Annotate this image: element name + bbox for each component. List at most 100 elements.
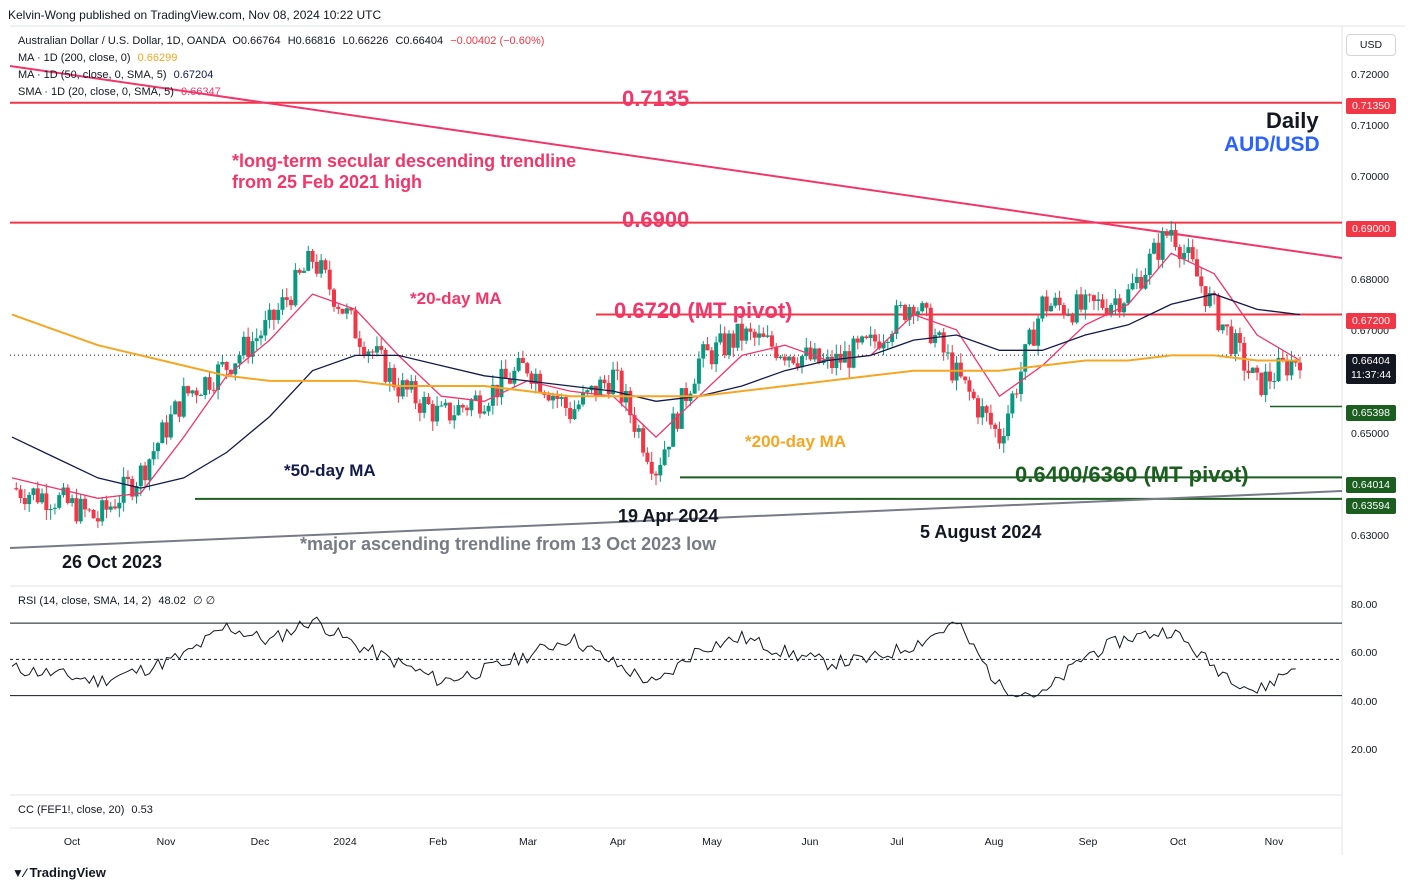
candle-body (559, 397, 564, 399)
candle-body (1229, 326, 1234, 354)
candle-body (224, 362, 229, 370)
candle-body (791, 356, 796, 364)
candle-body (933, 335, 938, 344)
candle-body (91, 509, 96, 519)
candle-body (177, 401, 182, 417)
candle-body (1160, 231, 1165, 260)
rsi-value: 48.02 (158, 595, 186, 607)
candle-body (576, 404, 581, 410)
candle-body (885, 342, 890, 344)
candle-body (1010, 393, 1015, 414)
candle-body (945, 352, 950, 354)
candle-body (216, 364, 221, 390)
candle-body (1044, 296, 1049, 312)
price-box-6539: 0.65398 (1346, 405, 1396, 421)
price-box-6359: 0.63594 (1346, 498, 1396, 514)
candle-body (27, 494, 32, 505)
candle-body (357, 338, 362, 347)
candle-body (963, 376, 968, 381)
candle-body (1104, 307, 1109, 315)
time-tick: Nov (1264, 836, 1284, 848)
currency-button[interactable]: USD (1346, 34, 1396, 56)
candle-body (903, 304, 908, 320)
candle-body (87, 509, 92, 511)
candle-body (628, 390, 633, 416)
candle-body (160, 422, 165, 444)
ma50-annotation: *50-day MA (284, 461, 376, 480)
candle-body (1246, 370, 1251, 373)
candle-body (117, 502, 122, 509)
candle-body (1289, 360, 1294, 376)
candle-body (1259, 372, 1264, 396)
candle-body (439, 405, 444, 407)
rsi-legend[interactable]: RSI (14, close, SMA, 14, 2) 48.02 ∅ ∅ (18, 594, 215, 607)
candle-body (696, 358, 701, 384)
candle-body (82, 498, 87, 510)
candle-body (924, 303, 929, 308)
candle-body (18, 489, 23, 498)
candle-body (1018, 371, 1023, 395)
price-box-last: 0.66404 11:37:44 (1346, 354, 1396, 384)
candle-body (654, 473, 658, 476)
candle-body (568, 408, 573, 420)
candle-body (1280, 357, 1285, 361)
candle-body (808, 347, 813, 360)
time-tick: 2024 (333, 836, 357, 848)
candle-body (1186, 247, 1191, 253)
tradingview-logo[interactable]: ▼⁄ TradingView (12, 865, 106, 880)
candle-body (795, 363, 800, 368)
cc-legend[interactable]: CC (FEF1!, close, 20) 0.53 (18, 804, 153, 816)
candle-body (74, 498, 79, 522)
level-7135-label: 0.7135 (622, 86, 690, 111)
candle-body (937, 332, 942, 336)
time-tick: Dec (250, 836, 270, 848)
rsi-tick: 40.00 (1351, 696, 1378, 708)
sma20-legend[interactable]: SMA · 1D (20, close, 0, SMA, 5) 0.66347 (18, 86, 221, 98)
candle-body (838, 353, 843, 363)
time-tick: Aug (984, 836, 1004, 848)
candle-body (151, 451, 156, 460)
candle-body (1156, 242, 1161, 260)
candle-body (259, 335, 264, 339)
ma200-legend[interactable]: MA · 1D (200, close, 0) 0.66299 (18, 52, 177, 64)
candle-body (125, 476, 130, 480)
price-box-6900: 0.69000 (1346, 221, 1396, 237)
candle-body (482, 411, 487, 414)
candle-body (881, 342, 886, 349)
candle-body (1053, 297, 1058, 306)
candle-body (666, 446, 671, 450)
candle-body (1276, 357, 1281, 382)
candle-body (1031, 329, 1036, 346)
candle-body (1057, 297, 1062, 306)
candle-body (267, 309, 272, 321)
candle-body (456, 404, 461, 416)
candle-body (168, 414, 173, 438)
candle-body (714, 342, 719, 365)
candle-body (35, 488, 40, 503)
candle-body (1121, 303, 1126, 313)
candle-body (503, 368, 508, 379)
candle-body (220, 362, 225, 365)
candle-body (1048, 305, 1053, 312)
candle-body (349, 308, 354, 311)
candle-body (533, 373, 538, 384)
time-tick: Apr (609, 836, 627, 848)
candle-body (48, 508, 53, 511)
candle-body (44, 493, 49, 511)
candle-body (1087, 294, 1092, 296)
bar-timer: 11:37:44 (1350, 369, 1392, 381)
candle-body (387, 367, 392, 382)
candle-body (366, 351, 371, 356)
candle-body (1233, 333, 1238, 354)
candle-body (799, 356, 804, 368)
candle-body (1113, 298, 1118, 305)
candle-body (950, 352, 955, 381)
ma200-value: 0.66299 (137, 52, 178, 64)
desc-trendline-label-2: from 25 Feb 2021 high (232, 172, 423, 192)
ma50-legend[interactable]: MA · 1D (50, close, 0, SMA, 5) 0.67204 (18, 69, 213, 81)
candle-body (782, 356, 787, 361)
sma20-label: SMA · 1D (20, close, 0, SMA, 5) (18, 86, 174, 98)
symbol-legend[interactable]: Australian Dollar / U.S. Dollar, 1D, OAN… (18, 35, 544, 47)
candle-body (606, 383, 611, 395)
